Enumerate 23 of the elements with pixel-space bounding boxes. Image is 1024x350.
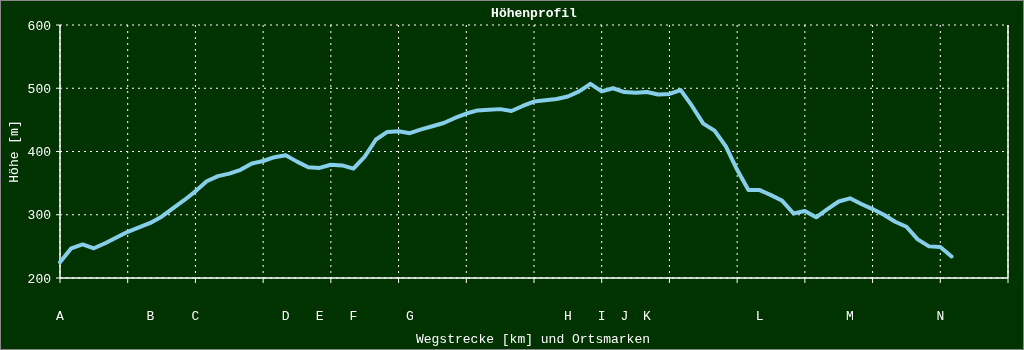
x-tick-label: L: [755, 309, 764, 324]
x-tick-label: I: [597, 309, 606, 324]
y-tick-label: 500: [27, 81, 51, 97]
x-tick-label: K: [642, 309, 651, 324]
y-axis-title: Höhe [m]: [7, 120, 22, 183]
x-tick-label: C: [191, 309, 200, 324]
x-tick-label: F: [349, 309, 358, 324]
chart-title: Höhenprofil: [491, 6, 578, 21]
y-tick-label: 600: [27, 18, 51, 34]
y-tick-label: 200: [27, 271, 51, 287]
x-tick-label: B: [146, 309, 155, 324]
y-tick-label: 400: [27, 145, 51, 161]
x-tick-label: E: [315, 309, 324, 324]
x-tick-label: G: [405, 309, 414, 324]
line-series: [58, 81, 954, 265]
x-tick-label: M: [846, 309, 854, 324]
x-tick-label: D: [281, 309, 290, 324]
x-tick-label: H: [563, 309, 572, 324]
x-tick-label: N: [936, 309, 945, 324]
y-tick-label: 300: [27, 208, 51, 224]
x-tick-label: J: [620, 309, 629, 324]
x-tick-label: A: [56, 309, 65, 324]
x-axis-title: Wegstrecke [km] und Ortsmarken: [415, 332, 651, 347]
